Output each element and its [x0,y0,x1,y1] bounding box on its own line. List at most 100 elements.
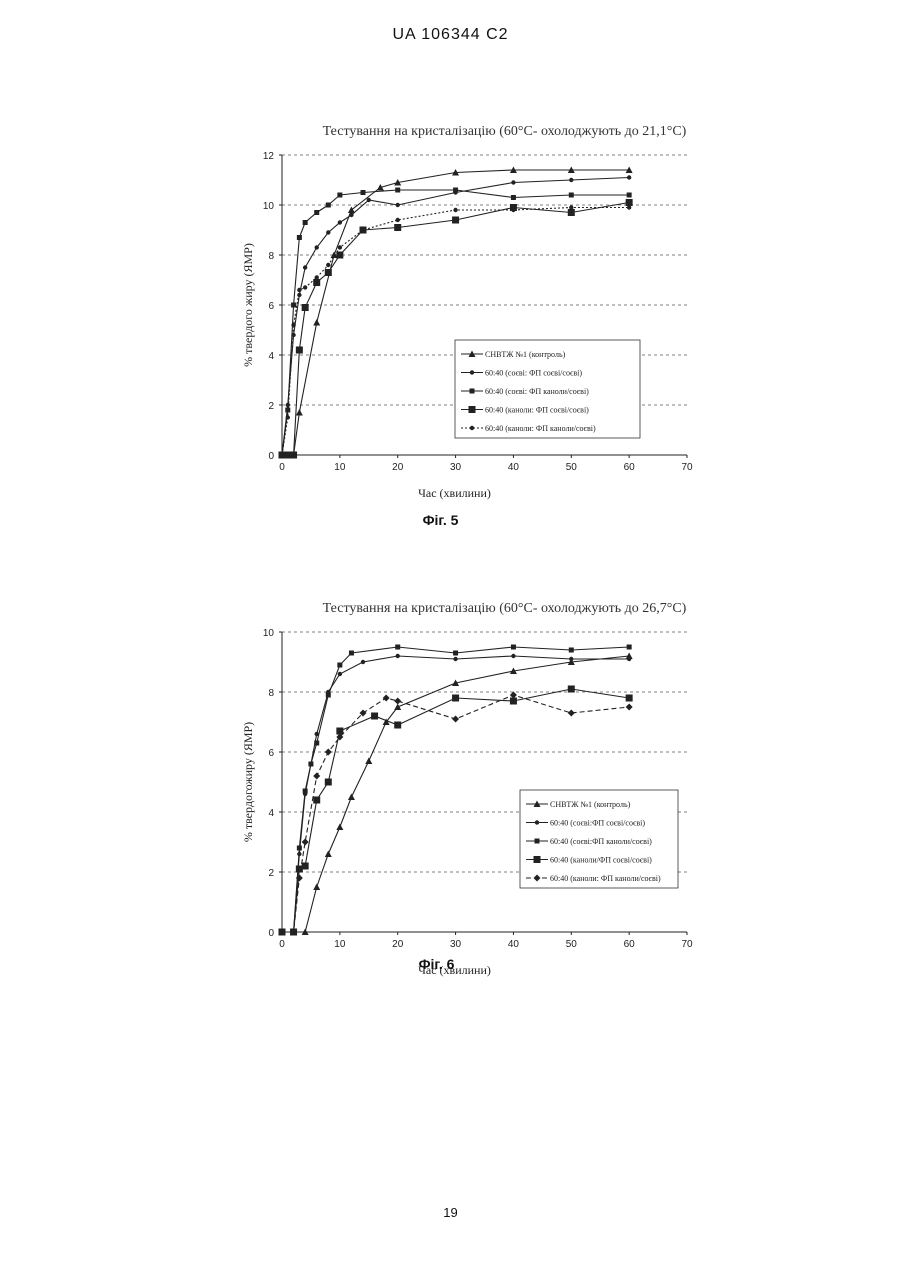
x-tick-label: 30 [450,939,462,950]
x-tick-label: 60 [624,939,636,950]
data-point [394,698,401,705]
y-tick-label: 4 [268,351,274,362]
data-point [349,213,353,217]
legend-entry: 60:40 (каноли: ФП каноли/соєві) [485,424,596,433]
data-point [569,657,573,661]
data-point [348,794,355,801]
data-point [326,203,331,208]
data-point [627,175,631,179]
data-point [314,741,319,746]
x-tick-label: 10 [334,462,346,473]
data-point [338,672,342,676]
legend-entry: 60:40 (каноли: ФП каноли/соєві) [550,874,661,883]
data-point [286,415,290,419]
chart-svg-fig6: Тестування на кристалізацію (60°C- охоло… [230,592,710,992]
data-point [511,645,516,650]
x-tick-label: 70 [681,462,693,473]
data-point [510,698,517,705]
data-point [627,205,631,209]
legend-entry: 60:40 (соєві: ФП соєві/соєві) [485,369,582,378]
data-point [313,319,320,326]
legend-entry: СНВТЖ №1 (контроль) [485,350,566,359]
x-tick-label: 0 [279,462,285,473]
series-3 [280,645,632,935]
y-tick-label: 0 [268,451,274,462]
data-point [336,824,343,831]
data-point [325,779,332,786]
x-tick-label: 60 [624,462,636,473]
data-point [303,220,308,225]
x-tick-label: 10 [334,939,346,950]
data-point [291,303,296,308]
data-point [326,230,330,234]
data-point [569,648,574,653]
data-point [367,198,371,202]
x-tick-label: 20 [392,462,404,473]
data-point [568,209,575,216]
data-point [626,695,633,702]
y-tick-label: 8 [268,251,274,262]
x-tick-label: 50 [566,462,578,473]
data-point [361,190,366,195]
y-tick-label: 10 [263,628,275,639]
y-tick-label: 6 [268,748,274,759]
legend-entry: 60:40 (каноли/ФП соєві/соєві) [550,856,652,865]
y-tick-label: 2 [268,868,274,879]
x-tick-label: 40 [508,939,520,950]
data-point [303,265,307,269]
data-point [290,452,297,459]
data-point [396,203,400,207]
data-point [313,773,320,780]
data-point [349,651,354,656]
y-tick-label: 0 [268,928,274,939]
x-axis-label: Час (хвилини) [418,486,491,500]
data-point [511,654,515,658]
data-point [326,693,331,698]
data-point [315,245,319,249]
data-point [568,686,575,693]
data-point [395,188,400,193]
data-point [303,789,308,794]
data-point [396,654,400,658]
data-point [361,228,365,232]
chart-legend: СНВТЖ №1 (контроль) 60:40 (соєві: ФП соєв… [455,340,640,438]
data-point [313,797,320,804]
data-point [325,851,332,858]
legend-marker [470,370,474,374]
x-tick-label: 30 [450,462,462,473]
data-point [511,180,515,184]
data-point [627,193,632,198]
data-point [569,205,573,209]
data-point [569,178,573,182]
data-point [325,749,332,756]
data-point [297,288,301,292]
chart-title: Тестування на кристалізацію (60°C- охоло… [323,124,687,139]
x-tick-label: 50 [566,939,578,950]
data-point [337,193,342,198]
y-tick-label: 6 [268,301,274,312]
data-point [326,263,330,267]
data-point [297,235,302,240]
y-axis-label: % твердого жиру (ЯМР) [241,243,255,367]
data-point [394,722,401,729]
data-point [302,304,309,311]
chart-title: Тестування на кристалізацію (60°C- охоло… [323,601,687,616]
legend-marker [470,426,474,430]
y-tick-label: 4 [268,808,274,819]
data-point [453,657,457,661]
data-point [453,651,458,656]
x-tick-label: 0 [279,939,285,950]
y-tick-label: 2 [268,401,274,412]
data-point [627,657,631,661]
data-point [314,210,319,215]
data-point [302,839,309,846]
data-point [303,285,307,289]
y-axis-label: % твердогожиру (ЯМР) [241,722,255,842]
legend-entry: 60:40 (соєві: ФП каноли/соєві) [485,387,589,396]
y-tick-label: 12 [263,151,275,162]
legend-entry: 60:40 (соєві:ФП соєві/соєві) [550,819,645,828]
data-point [452,695,459,702]
data-point [302,863,309,870]
data-point [453,208,457,212]
data-point [280,453,284,457]
